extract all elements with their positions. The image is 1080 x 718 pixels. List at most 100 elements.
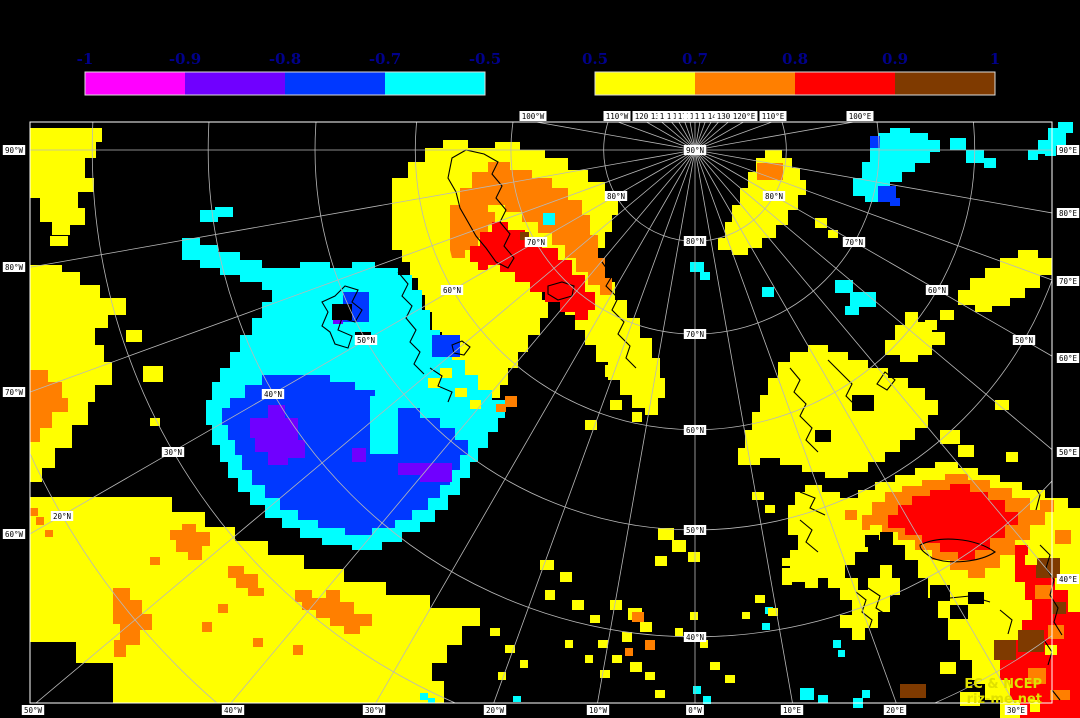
data-cell-cyan <box>370 396 398 454</box>
graticule-label: 60°N <box>443 286 461 295</box>
coastline <box>799 491 826 516</box>
data-cell-orange <box>1055 530 1071 544</box>
data-cell-yellow <box>632 412 642 422</box>
data-cell-yellow <box>605 365 621 377</box>
graticule-label: 50°N <box>357 336 375 345</box>
data-cell-cyan <box>818 695 828 703</box>
graticule-label: 40°W <box>224 706 243 715</box>
data-cell-yellow <box>540 560 554 570</box>
graticule-label-box <box>714 111 742 121</box>
graticule-label: 130°E <box>717 112 740 121</box>
graticule-label: 100°W <box>522 112 545 121</box>
coastline <box>855 591 879 649</box>
graticule-label: 90°E <box>1059 146 1078 155</box>
data-blob-yellow <box>30 497 480 703</box>
graticule-label-box <box>1056 447 1080 457</box>
graticule-labels: 100°W110°W120°W130°W140°W150°W160°W170°W… <box>2 111 1080 715</box>
data-cell-yellow <box>505 645 515 653</box>
graticule-label: 120°E <box>733 112 756 121</box>
graticule-label: 110°W <box>606 112 629 121</box>
graticule-label-box <box>683 632 707 642</box>
data-cell-orange <box>293 645 303 655</box>
data-cell-orange <box>1028 668 1046 684</box>
data-cell-cyan <box>693 686 701 694</box>
graticule-label-box <box>586 705 610 715</box>
graticule-label: 30°E <box>1007 706 1026 715</box>
graticule-label-box <box>632 111 660 121</box>
data-cell-brown <box>520 232 529 240</box>
data-cell-yellow <box>925 320 937 330</box>
data-cell-bg <box>880 552 892 562</box>
graticule-label: 20°W <box>486 706 505 715</box>
data-cell-yellow <box>572 600 584 610</box>
graticule-label-box <box>603 111 631 121</box>
data-cell-yellow <box>640 622 652 632</box>
data-cell-yellow <box>800 540 810 550</box>
coastline <box>321 285 363 349</box>
data-cell-yellow <box>828 230 838 238</box>
data-cell-blue <box>432 335 460 357</box>
data-cell-cyan <box>835 280 853 293</box>
data-cell-yellow <box>622 380 636 392</box>
meridian-line <box>597 149 696 703</box>
data-cell-orange <box>1040 500 1054 512</box>
coastlines <box>321 149 1063 701</box>
data-cell-yellow <box>755 595 765 603</box>
meridian-line <box>30 149 696 268</box>
graticule-label-box <box>354 335 378 345</box>
graticule-label: 60°N <box>928 286 946 295</box>
coastline <box>929 591 991 603</box>
colorbar-positive-scale: 0.5 0.7 0.8 0.9 1 <box>582 50 1000 96</box>
graticule-label: 50°W <box>24 706 43 715</box>
graticule-label: 90°N <box>686 146 704 155</box>
colorbar-segment-orange <box>695 72 795 95</box>
data-cell-red <box>1060 650 1078 675</box>
data-cell-yellow <box>658 528 674 540</box>
data-blob-orange <box>450 162 612 295</box>
data-cell-red <box>1040 700 1070 717</box>
data-cell-yellow <box>725 675 735 683</box>
meridian-line <box>694 149 1052 577</box>
data-cell-brown <box>1018 630 1044 652</box>
data-blob-yellow <box>718 150 806 255</box>
data-cell-yellow <box>645 672 655 680</box>
data-cell-bg <box>815 430 831 442</box>
data-cell-yellow <box>590 615 600 623</box>
graticule-label: 20°N <box>53 512 71 521</box>
data-cell-orange <box>218 604 228 613</box>
data-blob-yellow <box>738 345 938 478</box>
graticule-label-box <box>842 237 866 247</box>
graticule-label: 10°W <box>589 706 608 715</box>
coastline <box>447 149 515 269</box>
meridian-line <box>30 149 696 393</box>
data-cell-yellow <box>768 608 778 616</box>
data-cell-yellow <box>958 445 974 457</box>
data-blob-orange <box>30 370 68 442</box>
data-cell-cyan <box>845 306 859 315</box>
coastline <box>451 340 471 356</box>
meridian-line <box>694 149 1052 281</box>
graticule-label-box <box>686 705 704 715</box>
meridian-line <box>694 149 1052 357</box>
data-cell-yellow <box>560 572 572 582</box>
graticule-label: 70°E <box>1059 277 1078 286</box>
data-cell-orange <box>505 396 517 407</box>
data-cell-orange <box>632 612 644 622</box>
colorbar-segment-magenta <box>85 72 185 95</box>
graticule-label-box <box>762 191 786 201</box>
coastline <box>876 371 896 391</box>
data-cell-cyan <box>850 292 876 307</box>
graticule-label-box <box>2 387 26 397</box>
coastline <box>887 621 907 649</box>
colorbar-segment-yellow <box>595 72 695 95</box>
coastline <box>999 609 1013 635</box>
graticule-label: 70°N <box>686 330 704 339</box>
graticule-label: 60°E <box>1059 354 1078 363</box>
graticule-label-box <box>2 529 26 539</box>
data-cell-yellow <box>752 492 764 500</box>
data-cell-cyan <box>700 272 710 280</box>
data-cell-orange <box>30 508 38 516</box>
coastline <box>1051 689 1061 701</box>
data-cell-yellow <box>940 662 956 674</box>
